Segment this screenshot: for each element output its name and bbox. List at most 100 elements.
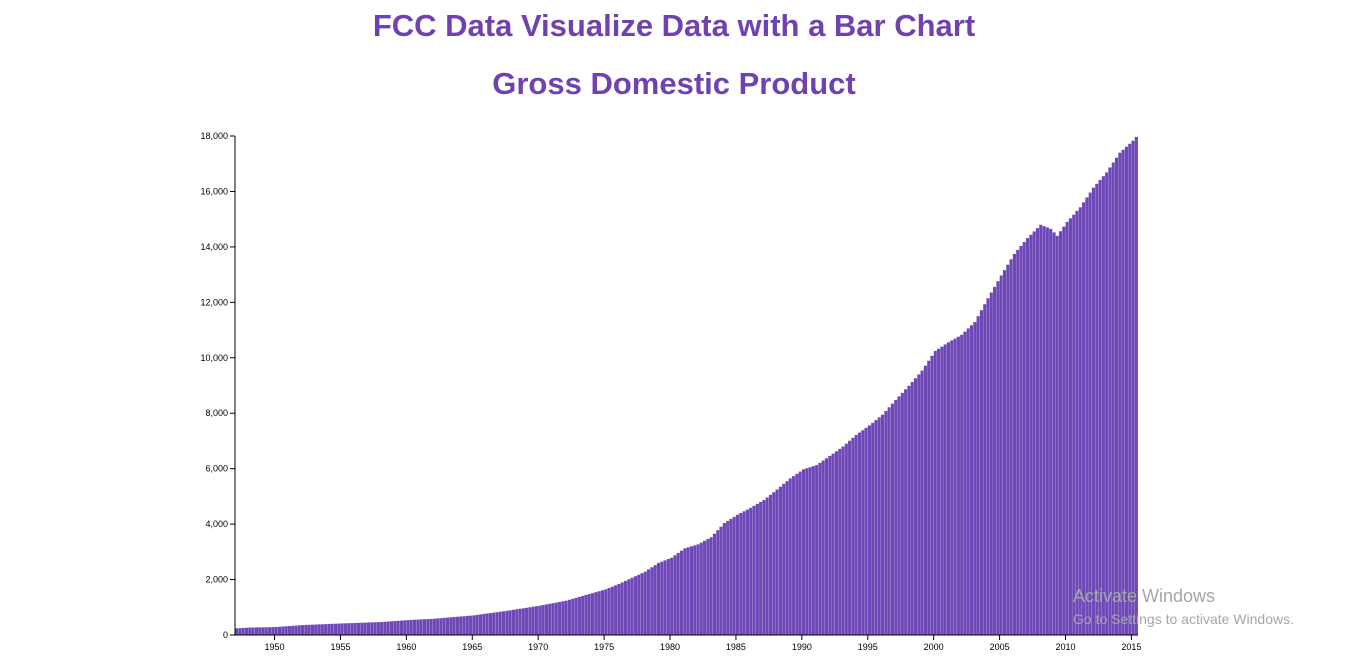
bar-215[interactable] <box>943 344 947 636</box>
bar-97[interactable] <box>554 602 559 636</box>
bar-25[interactable] <box>317 624 321 636</box>
bar-81[interactable] <box>501 611 506 636</box>
bar-9[interactable] <box>264 627 269 636</box>
bar-96[interactable] <box>551 603 555 636</box>
bar-168[interactable] <box>788 478 793 636</box>
bar-107[interactable] <box>587 593 591 636</box>
bar-33[interactable] <box>343 623 348 636</box>
bar-261[interactable] <box>1095 183 1099 636</box>
bar-52[interactable] <box>406 619 410 636</box>
bar-105[interactable] <box>580 595 585 636</box>
bar-189[interactable] <box>857 432 862 636</box>
bar-178[interactable] <box>821 460 825 636</box>
bar-55[interactable] <box>416 619 420 636</box>
bar-83[interactable] <box>508 610 512 636</box>
bar-16[interactable] <box>287 625 292 636</box>
bar-138[interactable] <box>689 546 694 636</box>
bar-67[interactable] <box>455 616 460 636</box>
bar-251[interactable] <box>1062 226 1066 636</box>
bar-266[interactable] <box>1111 162 1116 636</box>
bar-35[interactable] <box>350 622 354 636</box>
bar-157[interactable] <box>752 505 756 636</box>
bar-122[interactable] <box>637 574 641 636</box>
bar-247[interactable] <box>1048 228 1053 636</box>
bar-212[interactable] <box>933 350 938 636</box>
bar-85[interactable] <box>515 609 519 636</box>
bar-172[interactable] <box>801 469 806 636</box>
bar-163[interactable] <box>772 492 776 636</box>
bar-198[interactable] <box>887 407 891 636</box>
bar-245[interactable] <box>1042 226 1046 636</box>
bar-103[interactable] <box>574 597 578 636</box>
bar-137[interactable] <box>686 547 690 636</box>
bar-34[interactable] <box>346 623 351 636</box>
bar-254[interactable] <box>1072 214 1076 636</box>
bar-134[interactable] <box>676 552 680 636</box>
bar-158[interactable] <box>755 503 760 636</box>
bar-74[interactable] <box>478 614 483 636</box>
bar-206[interactable] <box>913 378 918 636</box>
bar-99[interactable] <box>561 601 565 636</box>
bar-75[interactable] <box>482 613 486 636</box>
bar-71[interactable] <box>468 615 473 636</box>
bar-54[interactable] <box>412 619 417 636</box>
bar-26[interactable] <box>320 624 325 636</box>
bar-7[interactable] <box>258 627 262 636</box>
bar-125[interactable] <box>646 569 651 636</box>
bar-216[interactable] <box>946 342 951 636</box>
bar-64[interactable] <box>445 617 450 636</box>
bar-227[interactable] <box>983 304 987 636</box>
bar-152[interactable] <box>735 514 740 636</box>
bar-19[interactable] <box>297 625 301 636</box>
bar-229[interactable] <box>989 292 994 636</box>
bar-248[interactable] <box>1052 232 1056 636</box>
bar-139[interactable] <box>693 545 697 636</box>
bar-225[interactable] <box>976 315 980 636</box>
bar-13[interactable] <box>277 626 282 636</box>
bar-95[interactable] <box>548 603 552 636</box>
bar-3[interactable] <box>244 627 249 636</box>
bar-80[interactable] <box>498 611 503 636</box>
bar-174[interactable] <box>808 467 812 636</box>
bar-121[interactable] <box>633 576 638 636</box>
bar-129[interactable] <box>660 561 664 636</box>
bar-89[interactable] <box>528 607 532 636</box>
bar-66[interactable] <box>452 616 456 636</box>
bar-49[interactable] <box>396 620 400 636</box>
bar-114[interactable] <box>610 586 615 636</box>
bar-271[interactable] <box>1128 143 1132 636</box>
bar-110[interactable] <box>597 591 601 636</box>
bar-235[interactable] <box>1009 259 1013 636</box>
bar-214[interactable] <box>940 346 944 636</box>
bar-5[interactable] <box>251 627 255 636</box>
bar-73[interactable] <box>475 614 479 636</box>
bar-181[interactable] <box>831 453 835 636</box>
bar-243[interactable] <box>1035 227 1040 636</box>
bar-102[interactable] <box>571 598 575 636</box>
bar-201[interactable] <box>897 396 901 636</box>
bar-208[interactable] <box>920 370 924 636</box>
bar-1[interactable] <box>238 628 242 636</box>
bar-224[interactable] <box>973 321 977 636</box>
bar-165[interactable] <box>778 486 783 636</box>
bar-241[interactable] <box>1029 234 1033 636</box>
bar-116[interactable] <box>617 583 621 636</box>
bar-117[interactable] <box>620 582 624 636</box>
bar-142[interactable] <box>702 540 707 636</box>
bar-39[interactable] <box>363 622 367 636</box>
bar-76[interactable] <box>485 613 489 636</box>
bar-51[interactable] <box>403 620 407 636</box>
bar-192[interactable] <box>867 425 872 636</box>
bar-153[interactable] <box>739 512 743 636</box>
bar-112[interactable] <box>604 589 608 636</box>
bar-249[interactable] <box>1055 235 1059 636</box>
bar-42[interactable] <box>373 622 377 636</box>
bar-86[interactable] <box>518 608 522 636</box>
bar-272[interactable] <box>1131 140 1135 636</box>
bar-237[interactable] <box>1015 249 1020 636</box>
bar-23[interactable] <box>310 624 315 636</box>
bar-170[interactable] <box>795 473 799 636</box>
bar-184[interactable] <box>841 446 845 636</box>
bar-61[interactable] <box>435 618 440 636</box>
bar-236[interactable] <box>1012 253 1017 636</box>
